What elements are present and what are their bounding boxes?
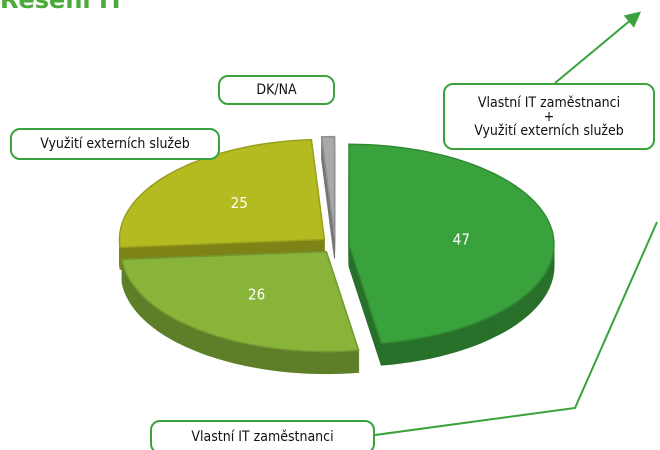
slice	[121, 250, 360, 353]
leader-arrow	[554, 11, 642, 84]
category-label: DK/NA	[218, 75, 335, 105]
leader-line	[374, 221, 658, 436]
pie: 1254726	[118, 90, 555, 375]
value-label: 47	[453, 230, 470, 248]
category-label: Vlastní IT zaměstnanci + Využití externí…	[443, 83, 655, 150]
slice	[118, 138, 326, 249]
slice	[320, 135, 336, 237]
category-label: Vlastní IT zaměstnanci	[150, 420, 375, 450]
value-label: 25	[231, 194, 248, 212]
category-label: Využití externích služeb	[10, 128, 220, 160]
chart-title: Řešení IT	[0, 0, 125, 14]
value-label: 26	[248, 285, 265, 303]
slice	[348, 143, 555, 344]
